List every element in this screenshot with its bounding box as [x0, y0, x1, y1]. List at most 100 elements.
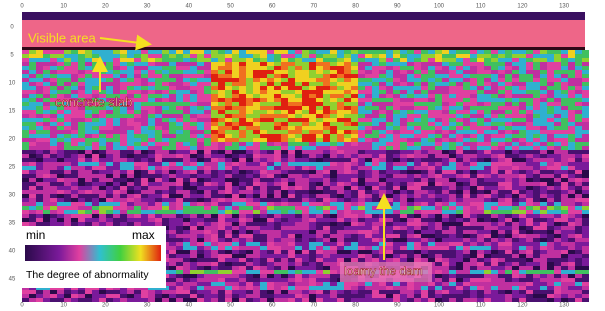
radar-cell — [337, 122, 344, 126]
radar-cell — [323, 246, 330, 250]
radar-cell — [568, 258, 575, 262]
radar-cell — [561, 194, 568, 198]
radar-cell — [197, 86, 204, 90]
radar-cell — [57, 190, 64, 194]
radar-cell — [288, 202, 295, 206]
radar-cell — [120, 146, 127, 150]
radar-cell — [400, 66, 407, 70]
radar-cell — [197, 182, 204, 186]
radar-cell — [295, 126, 302, 130]
radar-cell — [414, 186, 421, 190]
radar-cell — [239, 238, 246, 242]
radar-cell — [449, 126, 456, 130]
radar-cell — [78, 222, 85, 226]
radar-cell — [358, 186, 365, 190]
radar-cell — [330, 270, 337, 274]
radar-cell — [519, 226, 526, 230]
radar-cell — [498, 134, 505, 138]
radar-cell — [344, 230, 351, 234]
radar-cell — [295, 54, 302, 58]
radar-cell — [428, 90, 435, 94]
radar-cell — [470, 58, 477, 62]
radar-cell — [456, 250, 463, 254]
radar-cell — [50, 158, 57, 162]
radar-cell — [148, 290, 155, 294]
radar-cell — [372, 258, 379, 262]
radar-cell — [316, 194, 323, 198]
radar-cell — [134, 210, 141, 214]
radar-cell — [85, 130, 92, 134]
radar-cell — [106, 154, 113, 158]
radar-cell — [246, 226, 253, 230]
radar-cell — [239, 62, 246, 66]
radar-cell — [204, 138, 211, 142]
radar-cell — [547, 238, 554, 242]
radar-cell — [274, 94, 281, 98]
radar-cell — [351, 226, 358, 230]
radar-cell — [78, 174, 85, 178]
radar-cell — [491, 138, 498, 142]
radar-cell — [470, 270, 477, 274]
radar-cell — [281, 58, 288, 62]
radar-cell — [365, 186, 372, 190]
radar-cell — [120, 114, 127, 118]
radar-cell — [582, 90, 589, 94]
radar-cell — [456, 106, 463, 110]
radar-cell — [176, 50, 183, 54]
radar-cell — [477, 70, 484, 74]
radar-cell — [281, 238, 288, 242]
radar-cell — [407, 82, 414, 86]
radar-cell — [365, 246, 372, 250]
radar-cell — [582, 106, 589, 110]
radar-cell — [491, 106, 498, 110]
radar-cell — [134, 134, 141, 138]
radar-cell — [547, 194, 554, 198]
radar-cell — [64, 118, 71, 122]
radar-cell — [393, 190, 400, 194]
radar-cell — [309, 282, 316, 286]
radar-cell — [239, 162, 246, 166]
radar-cell — [211, 50, 218, 54]
radar-cell — [554, 90, 561, 94]
radar-cell — [435, 262, 442, 266]
radar-cell — [386, 150, 393, 154]
radar-cell — [253, 106, 260, 110]
radar-cell — [316, 210, 323, 214]
radar-cell — [274, 250, 281, 254]
radar-cell — [288, 198, 295, 202]
radar-cell — [253, 242, 260, 246]
radar-cell — [281, 126, 288, 130]
radar-cell — [421, 282, 428, 286]
radar-cell — [22, 218, 29, 222]
radar-cell — [575, 226, 582, 230]
radar-cell — [393, 86, 400, 90]
radar-cell — [470, 122, 477, 126]
radar-cell — [512, 154, 519, 158]
radar-cell — [351, 134, 358, 138]
radar-cell — [505, 62, 512, 66]
radar-cell — [218, 250, 225, 254]
radar-cell — [232, 134, 239, 138]
radar-cell — [232, 270, 239, 274]
radar-cell — [281, 286, 288, 290]
radar-cell — [568, 190, 575, 194]
radar-cell — [274, 226, 281, 230]
radar-cell — [365, 194, 372, 198]
radar-cell — [218, 198, 225, 202]
radar-cell — [498, 282, 505, 286]
radar-cell — [323, 274, 330, 278]
radar-cell — [232, 54, 239, 58]
radar-cell — [302, 170, 309, 174]
radar-cell — [43, 162, 50, 166]
radar-cell — [435, 174, 442, 178]
radar-cell — [106, 206, 113, 210]
radar-cell — [57, 58, 64, 62]
radar-cell — [519, 58, 526, 62]
radar-cell — [57, 110, 64, 114]
radar-cell — [449, 166, 456, 170]
radar-cell — [330, 146, 337, 150]
radar-cell — [295, 290, 302, 294]
radar-cell — [505, 218, 512, 222]
radar-cell — [148, 106, 155, 110]
radar-cell — [421, 242, 428, 246]
